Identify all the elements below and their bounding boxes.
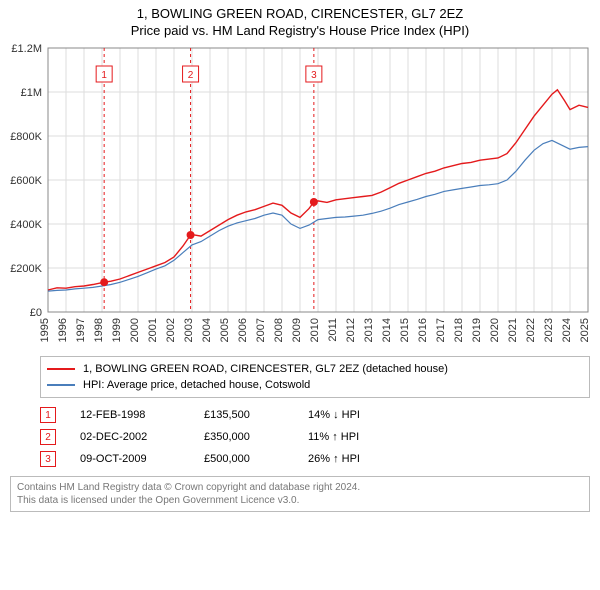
legend: 1, BOWLING GREEN ROAD, CIRENCESTER, GL7 …: [40, 356, 590, 398]
svg-text:2006: 2006: [237, 318, 249, 342]
svg-text:2012: 2012: [345, 318, 357, 342]
event-delta: 11% ↑ HPI: [308, 431, 408, 443]
title-line-1: 1, BOWLING GREEN ROAD, CIRENCESTER, GL7 …: [0, 0, 600, 21]
event-price: £350,000: [204, 431, 284, 443]
svg-text:£1.2M: £1.2M: [11, 43, 42, 55]
svg-text:1996: 1996: [57, 318, 69, 342]
svg-text:2024: 2024: [561, 318, 573, 342]
event-row: 2 02-DEC-2002 £350,000 11% ↑ HPI: [40, 426, 590, 448]
legend-swatch: [47, 368, 75, 370]
svg-text:£1M: £1M: [21, 87, 42, 99]
event-marker-icon: 3: [40, 451, 56, 467]
svg-text:£600K: £600K: [10, 175, 42, 187]
svg-text:£200K: £200K: [10, 263, 42, 275]
svg-text:£800K: £800K: [10, 131, 42, 143]
svg-text:2001: 2001: [147, 318, 159, 342]
svg-text:1995: 1995: [39, 318, 51, 342]
event-date: 02-DEC-2002: [80, 431, 180, 443]
event-row: 3 09-OCT-2009 £500,000 26% ↑ HPI: [40, 448, 590, 470]
chart-container: 1, BOWLING GREEN ROAD, CIRENCESTER, GL7 …: [0, 0, 600, 512]
event-date: 09-OCT-2009: [80, 453, 180, 465]
svg-text:1998: 1998: [93, 318, 105, 342]
svg-text:2022: 2022: [525, 318, 537, 342]
footer-line: This data is licensed under the Open Gov…: [17, 494, 583, 507]
svg-text:2003: 2003: [183, 318, 195, 342]
svg-text:3: 3: [311, 70, 317, 81]
svg-text:1997: 1997: [75, 318, 87, 342]
svg-text:2011: 2011: [327, 318, 339, 342]
svg-text:2: 2: [188, 70, 194, 81]
event-marker-icon: 1: [40, 407, 56, 423]
svg-text:2009: 2009: [291, 318, 303, 342]
price-chart: £0 £200K £400K £600K £800K £1M £1.2M 1995 1996 19…: [0, 42, 600, 352]
svg-text:2002: 2002: [165, 318, 177, 342]
svg-text:2016: 2016: [417, 318, 429, 342]
legend-item: HPI: Average price, detached house, Cots…: [47, 377, 583, 393]
svg-text:2014: 2014: [381, 318, 393, 342]
svg-text:1999: 1999: [111, 318, 123, 342]
svg-text:2019: 2019: [471, 318, 483, 342]
svg-text:2008: 2008: [273, 318, 285, 342]
svg-text:2004: 2004: [201, 318, 213, 342]
svg-text:2010: 2010: [309, 318, 321, 342]
event-date: 12-FEB-1998: [80, 409, 180, 421]
svg-text:1: 1: [101, 70, 107, 81]
event-marker-icon: 2: [40, 429, 56, 445]
svg-text:£0: £0: [30, 307, 42, 319]
svg-text:2015: 2015: [399, 318, 411, 342]
svg-text:2013: 2013: [363, 318, 375, 342]
svg-text:2007: 2007: [255, 318, 267, 342]
events-table: 1 12-FEB-1998 £135,500 14% ↓ HPI 2 02-DE…: [40, 404, 590, 470]
svg-text:2005: 2005: [219, 318, 231, 342]
footer-line: Contains HM Land Registry data © Crown c…: [17, 481, 583, 494]
titles: 1, BOWLING GREEN ROAD, CIRENCESTER, GL7 …: [0, 0, 600, 42]
title-line-2: Price paid vs. HM Land Registry's House …: [0, 21, 600, 42]
svg-text:£400K: £400K: [10, 219, 42, 231]
legend-swatch: [47, 384, 75, 386]
legend-item: 1, BOWLING GREEN ROAD, CIRENCESTER, GL7 …: [47, 361, 583, 377]
svg-text:2000: 2000: [129, 318, 141, 342]
event-delta: 14% ↓ HPI: [308, 409, 408, 421]
svg-text:2017: 2017: [435, 318, 447, 342]
event-price: £500,000: [204, 453, 284, 465]
svg-text:2025: 2025: [579, 318, 591, 342]
event-delta: 26% ↑ HPI: [308, 453, 408, 465]
event-price: £135,500: [204, 409, 284, 421]
svg-text:2018: 2018: [453, 318, 465, 342]
svg-text:2021: 2021: [507, 318, 519, 342]
svg-text:2023: 2023: [543, 318, 555, 342]
footer-attribution: Contains HM Land Registry data © Crown c…: [10, 476, 590, 512]
legend-label: 1, BOWLING GREEN ROAD, CIRENCESTER, GL7 …: [83, 363, 448, 375]
legend-label: HPI: Average price, detached house, Cots…: [83, 379, 310, 391]
svg-text:2020: 2020: [489, 318, 501, 342]
event-row: 1 12-FEB-1998 £135,500 14% ↓ HPI: [40, 404, 590, 426]
